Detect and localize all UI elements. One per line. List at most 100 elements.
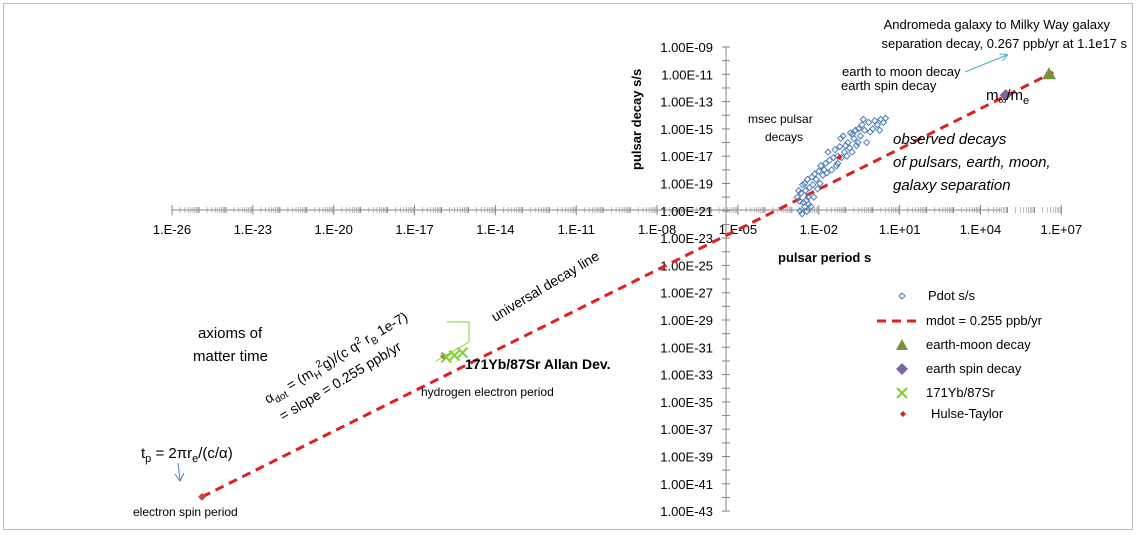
- x-tick-label: 1.E-23: [234, 222, 272, 237]
- universal-line-label: universal decay line: [488, 247, 602, 324]
- observed-note-line1: observed decays: [893, 131, 1007, 148]
- y-tick-label: 1.00E-29: [660, 313, 713, 328]
- pulsar-point: [801, 186, 810, 195]
- legend-pulsar-label: Pdot s/s: [928, 288, 975, 303]
- legend-earth-moon-swatch: [896, 339, 908, 350]
- y-axis-title: pulsar decay s/s: [629, 69, 644, 170]
- pulsar-point: [837, 134, 845, 143]
- pulsar-point: [793, 193, 802, 201]
- x-tick-label: 1.E-11: [558, 222, 595, 237]
- pulsar-point: [803, 207, 811, 216]
- andromeda-arrow: [964, 55, 1007, 73]
- x-tick-label: 1.E+07: [1041, 222, 1083, 237]
- earth-spin-point: [999, 89, 1012, 102]
- pulsar-point: [881, 114, 890, 122]
- pulsar-point: [821, 159, 830, 168]
- x-tick-label: 1.E-08: [638, 222, 676, 237]
- pulsar-point: [827, 166, 836, 174]
- legend-earth-spin-swatch: [896, 363, 908, 375]
- data-layer: [198, 67, 1057, 501]
- electron-spin-note: electron spin period: [133, 505, 238, 519]
- mass-ratio-label: m∞/me: [986, 87, 1029, 107]
- hulse-taylor-point: [836, 154, 843, 161]
- x-tick-label: 1.E-17: [395, 222, 433, 237]
- pulsar-point: [804, 193, 812, 201]
- pulsar-point: [804, 200, 813, 208]
- pulsar-point: [875, 126, 884, 134]
- pulsar-point: [823, 169, 831, 177]
- pulsar-point: [809, 181, 817, 189]
- y-tick-label: 1.00E-13: [660, 95, 713, 110]
- slope-triangle: [435, 321, 470, 362]
- x-tick-label: 1.E-26: [153, 222, 191, 237]
- pulsar-point: [868, 125, 877, 133]
- pulsar-point: [863, 138, 871, 147]
- pulsar-point: [854, 125, 863, 133]
- y-tick-label: 1.00E-39: [660, 450, 713, 465]
- y-tick-label: 1.00E-17: [660, 149, 713, 164]
- y-tick-label: 1.00E-21: [660, 204, 713, 219]
- pulsar-point: [803, 175, 812, 184]
- observed-note-line2: of pulsars, earth, moon,: [893, 154, 1051, 171]
- axioms-note-line1: axioms of: [198, 325, 263, 342]
- pulsar-point: [801, 179, 809, 188]
- pulsar-point: [810, 193, 818, 201]
- observed-note-line3: galaxy separation: [893, 177, 1011, 194]
- tp-arrow: [177, 462, 181, 481]
- x-tick-label: 1.E-02: [800, 222, 838, 237]
- axioms-note-line2: matter time: [193, 348, 268, 365]
- electron-spin-point: [198, 492, 207, 501]
- yb-sr-point: [456, 347, 469, 359]
- pulsar-point: [854, 138, 862, 147]
- msec-note-line2: decays: [765, 130, 803, 144]
- x-tick-label: 1.E+01: [879, 222, 921, 237]
- msec-note-line1: msec pulsar: [748, 112, 813, 126]
- y-tick-label: 1.00E-33: [660, 368, 713, 383]
- pulsar-point: [816, 179, 824, 188]
- andromeda-note-line2: separation decay, 0.267 ppb/yr at 1.1e17…: [882, 36, 1128, 51]
- pulsar-point: [852, 141, 861, 150]
- x-tick-labels: 1.E-26 1.E-23 1.E-20 1.E-17 1.E-14 1.E-11 1.E-…: [153, 222, 1082, 237]
- pulsar-point: [825, 156, 834, 165]
- earth-spin-note: earth spin decay: [841, 78, 937, 93]
- legend-yb-sr-label: 171Yb/87Sr: [926, 385, 995, 400]
- pulsar-point: [824, 148, 832, 156]
- andromeda-note-line1: Andromeda galaxy to Milky Way galaxy: [884, 17, 1111, 32]
- pulsar-point: [810, 170, 819, 178]
- legend-pulsar-swatch: [898, 292, 906, 300]
- axes: [171, 46, 1062, 512]
- pulsar-point: [831, 145, 839, 154]
- pulsar-point: [859, 115, 868, 124]
- pulsar-point: [840, 148, 849, 156]
- earth-moon-point: [1042, 67, 1057, 80]
- pulsar-point: [806, 202, 815, 211]
- pulsar-point: [871, 116, 879, 125]
- universal-decay-line: [201, 70, 1054, 499]
- y-tick-label: 1.00E-11: [661, 67, 713, 82]
- yb-sr-point: [440, 351, 452, 364]
- y-tick-label: 1.00E-15: [660, 122, 713, 137]
- pulsar-point: [833, 159, 842, 168]
- pulsar-point: [817, 162, 825, 170]
- legend-earth-spin-label: earth spin decay: [926, 361, 1022, 376]
- pulsar-point: [860, 126, 869, 134]
- pulsar-point: [851, 126, 860, 134]
- pulsar-point: [864, 118, 873, 127]
- legend: Pdot s/s mdot = 0.255 ppb/yr earth-moon …: [877, 288, 1043, 421]
- pulsar-point: [796, 197, 804, 205]
- pulsar-point: [798, 181, 807, 189]
- x-tick-label: 1.E-14: [476, 222, 514, 237]
- pulsar-point: [812, 175, 820, 184]
- tp-formula: tp = 2πre/(c/α): [141, 445, 233, 465]
- pulsar-point: [815, 167, 823, 175]
- pulsar-point: [856, 132, 865, 140]
- pulsar-point: [858, 121, 866, 129]
- y-tick-label: 1.00E-41: [660, 477, 713, 492]
- tp-arrow-head: [174, 472, 185, 482]
- y-tick-label: 1.00E-09: [660, 40, 713, 55]
- y-tick-label: 1.00E-35: [660, 395, 713, 410]
- pulsar-point: [796, 207, 804, 215]
- pulsar-point: [844, 138, 852, 147]
- y-tick-labels: 1.00E-09 1.00E-11 1.00E-13 1.00E-15 1.00E-17…: [660, 40, 713, 519]
- allan-dev-label: 171Yb/87Sr Allan Dev.: [465, 356, 611, 372]
